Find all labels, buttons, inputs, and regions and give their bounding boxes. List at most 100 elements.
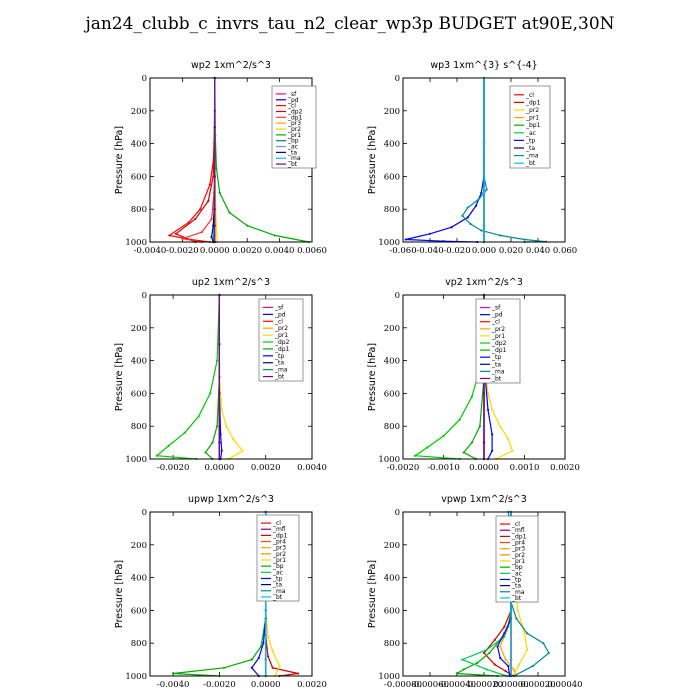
data-point_dp2 [426,446,429,449]
legend-entry: _ac [287,144,298,151]
legend-entry: _dp1 [491,347,507,354]
legend-entry: _pr1 [272,557,286,564]
legend-entry: _pr2 [491,326,505,333]
y-tick-label: 0 [395,508,400,518]
x-tick-label: -0.020 [443,246,470,256]
legend-entry: _pr1 [491,333,505,340]
data-point_tp [428,232,432,235]
x-tick-label: 0.0000 [205,463,235,473]
data-point_bt [482,191,486,194]
y-tick-label: 1000 [378,672,400,682]
data-point_bt [482,392,486,395]
data-point_dp1 [482,651,486,655]
y-axis-label: Pressure [hPa] [367,560,378,628]
data-point_dp2 [470,395,473,398]
y-tick-label: 600 [131,606,147,616]
legend-entry: _mfl [511,527,525,534]
data-point_bt [218,343,221,346]
data-point_pr1 [218,191,221,194]
data-point_bt [213,208,216,211]
x-tick-label: 0.0060 [297,246,327,256]
x-tick-label: -0.0020 [166,246,199,256]
legend-entry: _ta [525,145,535,152]
data-point_tp [496,645,499,648]
series-line_dp2 [174,77,216,243]
data-point_pr3 [499,645,502,648]
x-tick-label: 0.060 [553,246,577,256]
data-point_pr1 [511,449,514,452]
data-point_ta [212,224,215,227]
legend-entry: _dp1 [511,533,527,540]
legend-entry: _pr2 [525,107,539,114]
data-point_tp [499,656,502,660]
data-point_ma [480,229,483,232]
x-tick-label: 0.0040 [265,246,295,256]
x-tick-label: -0.0040 [157,680,190,690]
series-line_bp [173,512,267,677]
data-point_dp2 [442,434,445,438]
legend-entry: _tp [525,137,535,144]
y-tick-label: 1000 [125,672,147,682]
data-point_dp2 [174,232,178,235]
panel-upwp: upwp 1xm^2/s^3 Pressure [hPa] 0 200 400 600 80… [114,494,327,690]
legend-entry: _pr2 [274,325,288,332]
x-tick-label: -0.00080 [384,680,422,690]
figure-title: jan24_clubb_c_invrs_tau_n2_clear_wp3p BU… [85,14,615,34]
panel-title: vpwp 1xm^2/s^3 [441,494,527,505]
data-point_ma [515,617,518,620]
panel-title: upwp 1xm^2/s^3 [188,494,274,505]
data-point_tp [257,656,260,660]
legend-entry: _pd [491,312,503,319]
data-point_dp1 [493,638,496,642]
legend-entry: _bp [511,564,523,571]
data-point_pr1 [220,408,223,411]
legend-entry: _ma [274,367,288,374]
data-point_pr1 [228,211,231,214]
legend-entry: _bt [287,161,298,168]
legend-entry: _pr3 [272,545,286,552]
y-tick-label: 400 [384,357,400,367]
data-point_tp [491,433,494,436]
data-point_pr1 [523,632,526,635]
data-point_bt [482,224,486,227]
plot-frame [402,77,566,243]
legend-entry: _pr3 [287,120,301,127]
legend-entry: _ma [287,155,301,162]
y-tick-label: 200 [131,107,147,117]
data-point_ac [485,668,488,671]
legend-entry: _dp2 [287,108,303,115]
data-point_dp2 [216,359,219,362]
data-point_dp1 [210,217,213,221]
data-point_dp1 [462,451,465,454]
data-point_cl [199,208,202,211]
data-point_ma [531,665,534,668]
data-point_tp [480,191,483,194]
x-tick-label: -0.0010 [427,463,460,473]
data-point_dp1 [211,441,214,444]
legend-entry: _ta [511,583,521,590]
data-point_dp1 [478,425,482,428]
legend-entry: _dp1 [274,346,290,353]
legend-entry: _pr3 [511,546,525,553]
legend-entry: _ma [525,153,539,160]
data-point_ma [477,198,480,201]
y-tick-label: 200 [131,541,147,551]
legend-entry: _sf [491,305,501,312]
data-point_bt [482,441,486,444]
data-point_bt [482,142,486,145]
x-tick-label: 0.00020 [520,680,555,690]
legend-entry: _bp [287,138,299,145]
legend-entry: _pr2 [511,552,525,559]
data-point_ma [526,632,529,635]
data-point_ma [469,222,472,226]
data-point_pr1 [278,665,281,668]
panel-vp2: vp2 1xm^2/s^3 Pressure [hPa] 0 200 400 600 800… [367,277,580,473]
series-line_tp [405,78,485,243]
legend-entry: _bt [511,595,522,602]
legend-entry: _mfl [272,526,286,533]
data-point_pr1 [486,392,490,395]
data-point_ma [542,642,545,645]
data-point_tp [503,632,506,635]
data-point_dp2 [212,175,215,178]
series-line_pr1 [218,295,244,460]
